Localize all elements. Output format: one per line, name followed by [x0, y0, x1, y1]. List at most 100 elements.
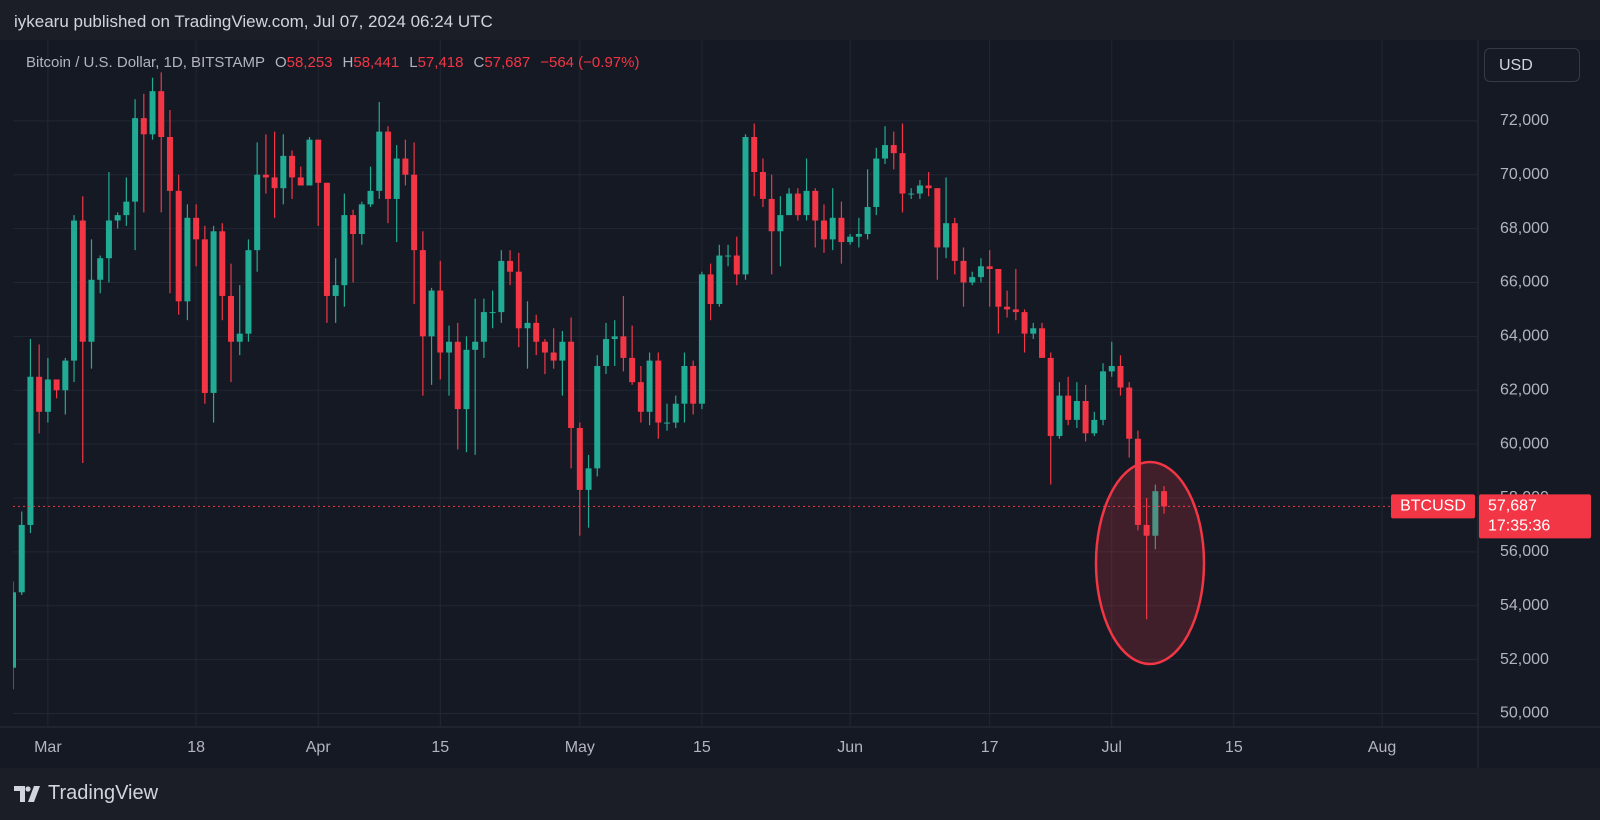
candle-body	[280, 155, 287, 189]
y-tick-label: 72,000	[1500, 112, 1549, 129]
candle-body	[611, 336, 618, 340]
candle-body	[507, 260, 514, 272]
candle-body	[847, 236, 854, 243]
candle-body	[672, 403, 679, 423]
x-tick-label: 15	[1225, 739, 1243, 756]
candle-body	[428, 290, 435, 337]
y-tick-label: 62,000	[1500, 381, 1549, 398]
candle-body	[864, 207, 871, 234]
candle-body	[873, 158, 880, 208]
candle-body	[323, 182, 330, 296]
symbol-tag-bg	[1391, 494, 1475, 519]
candle-body	[1047, 357, 1054, 437]
candle-body	[1065, 395, 1072, 420]
y-tick-label: 54,000	[1500, 597, 1549, 614]
candle-body	[742, 136, 749, 275]
candle-body	[254, 174, 261, 251]
candle-body	[568, 341, 575, 428]
candle-body	[437, 290, 444, 353]
candle-body	[105, 220, 112, 259]
candle-body	[472, 341, 479, 350]
symbol-tag: BTCUSD	[1400, 498, 1466, 515]
candle-body	[759, 172, 766, 199]
candle-body	[550, 352, 557, 361]
candle-body	[201, 239, 208, 393]
candle-body	[480, 312, 487, 342]
x-tick-label: Jun	[837, 739, 863, 756]
candle-body	[594, 365, 601, 469]
candle-body	[751, 136, 758, 173]
currency-button[interactable]: USD	[1484, 48, 1580, 82]
candle-body	[960, 260, 967, 283]
x-tick-label: 15	[431, 739, 449, 756]
x-tick-label: 17	[981, 739, 999, 756]
candle-body	[1004, 306, 1011, 310]
candle-body	[1056, 395, 1063, 437]
candle-body	[1038, 328, 1045, 358]
candle-body	[541, 341, 548, 353]
candle-body	[855, 233, 862, 237]
high-label: H	[342, 54, 354, 71]
candle-body	[402, 158, 409, 175]
candle-body	[943, 223, 950, 248]
brand-name: TradingView	[48, 782, 159, 804]
symbol-name: Bitcoin / U.S. Dollar, 1D, BITSTAMP	[26, 54, 265, 71]
candle-body	[829, 217, 836, 240]
candle-body	[803, 190, 810, 216]
candle-body	[620, 336, 627, 358]
candle-body	[350, 215, 357, 234]
x-tick-label: Jul	[1102, 739, 1122, 756]
candle-body	[690, 365, 697, 404]
chart-background	[0, 40, 1600, 768]
candle-body	[419, 250, 426, 337]
y-tick-label: 52,000	[1500, 651, 1549, 668]
candle-body	[664, 422, 671, 424]
candle-body	[1012, 309, 1019, 313]
candle-body	[79, 220, 86, 342]
y-tick-label: 60,000	[1500, 435, 1549, 452]
y-tick-label: 68,000	[1500, 220, 1549, 237]
brand-logo	[14, 785, 40, 802]
candle-body	[1100, 371, 1107, 420]
y-tick-label: 50,000	[1500, 705, 1549, 722]
x-tick-label: 15	[693, 739, 711, 756]
candle-body	[62, 360, 69, 391]
candle-body	[367, 190, 374, 205]
candle-body	[166, 136, 173, 191]
symbol-legend: Bitcoin / U.S. Dollar, 1D, BITSTAMP O 58,…	[26, 54, 639, 71]
candle-body	[777, 215, 784, 232]
candle-body	[1152, 491, 1159, 536]
candle-body	[36, 376, 43, 412]
y-tick-label: 66,000	[1500, 274, 1549, 291]
candle-body	[794, 193, 801, 216]
candle-body	[1161, 491, 1168, 507]
candle-body	[786, 193, 793, 216]
publish-header: iykearu published on TradingView.com, Ju…	[14, 12, 493, 31]
candle-body	[637, 382, 644, 412]
candle-body	[882, 145, 889, 159]
candle-body	[489, 312, 496, 314]
footer: TradingView	[14, 782, 158, 805]
candle-body	[228, 295, 235, 342]
candle-body	[158, 91, 165, 137]
candle-body	[899, 153, 906, 194]
candle-body	[934, 188, 941, 248]
candle-body	[707, 274, 714, 305]
candle-body	[289, 155, 296, 178]
close-label: C	[473, 54, 485, 71]
candle-body	[140, 118, 147, 135]
candle-body	[411, 174, 418, 251]
x-tick-label: 18	[187, 739, 205, 756]
candle-body	[193, 217, 200, 240]
candle-body	[123, 201, 130, 216]
candle-body	[245, 250, 252, 334]
candle-body	[629, 357, 636, 383]
candle-body	[210, 231, 217, 393]
candle-body	[716, 255, 723, 305]
candle-body	[114, 215, 121, 221]
x-tick-label: May	[565, 739, 595, 756]
open-label: O	[274, 54, 287, 71]
candle-body	[908, 193, 915, 195]
candle-body	[524, 322, 531, 329]
candle-body	[149, 91, 156, 135]
